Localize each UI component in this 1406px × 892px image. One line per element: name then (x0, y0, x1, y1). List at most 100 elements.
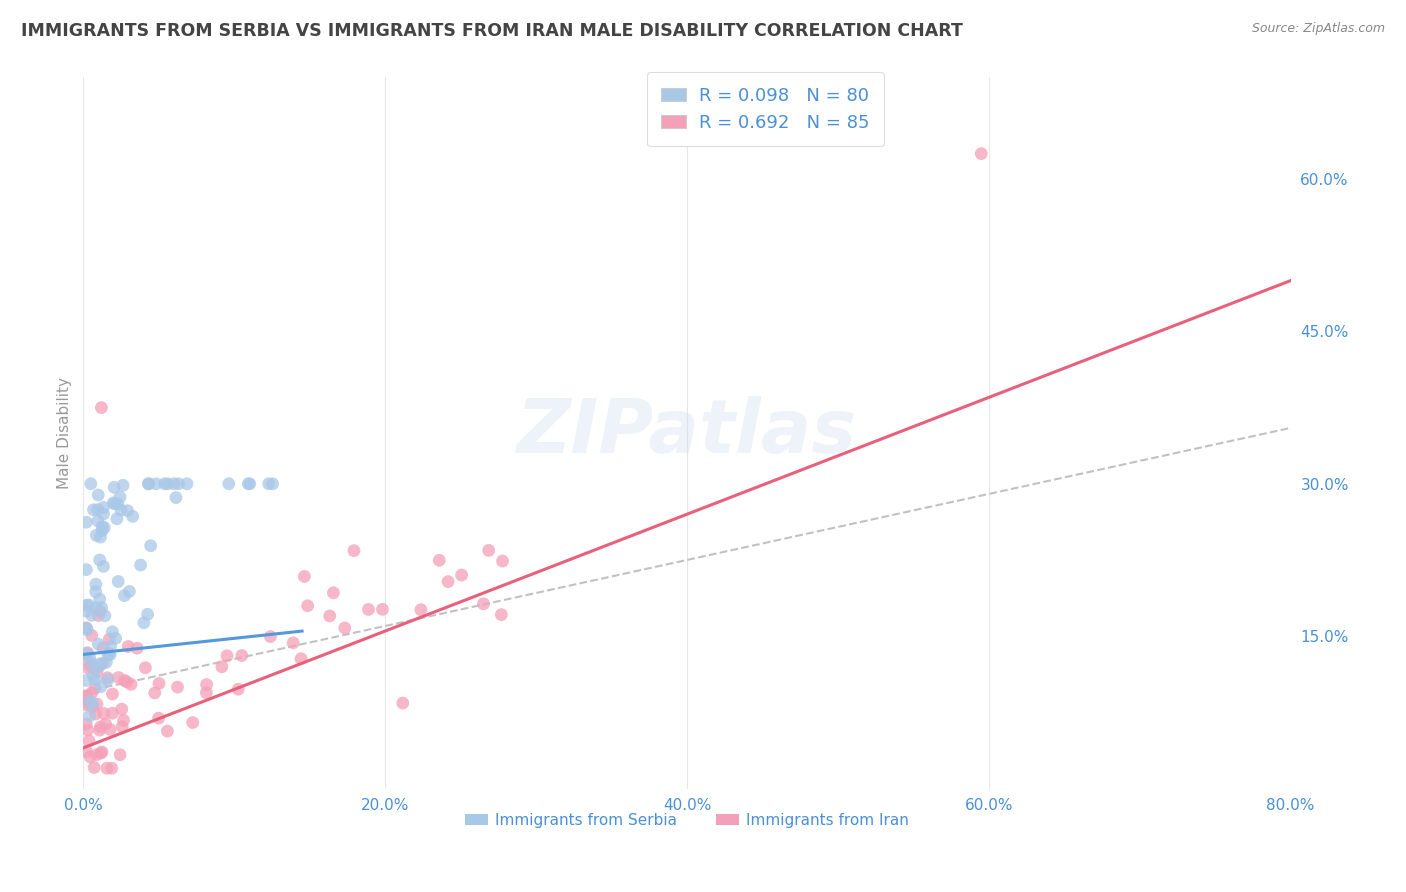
Point (333, 621, 356, 635)
Point (96, 761, 118, 775)
Point (139, 539, 162, 553)
Point (91, 657, 114, 671)
Point (84, 577, 107, 591)
Point (86, 528, 108, 542)
Point (107, 497, 129, 511)
Point (114, 673, 136, 688)
Point (239, 476, 262, 491)
Point (218, 476, 240, 491)
Text: Source: ZipAtlas.com: Source: ZipAtlas.com (1251, 22, 1385, 36)
Point (107, 671, 129, 685)
Point (91, 745, 114, 759)
Point (101, 706, 124, 721)
Point (195, 677, 218, 691)
Point (75, 604, 97, 618)
Point (226, 682, 249, 697)
Point (80, 476, 103, 491)
Point (148, 711, 170, 725)
Point (371, 602, 394, 616)
Point (80, 686, 103, 700)
Point (450, 568, 472, 582)
Point (211, 659, 233, 673)
Point (75, 698, 97, 712)
Point (108, 490, 131, 504)
Point (145, 476, 167, 491)
Point (75, 515, 97, 529)
Point (297, 599, 319, 613)
Point (112, 589, 135, 603)
Point (491, 554, 513, 568)
Point (111, 720, 134, 734)
Point (437, 574, 460, 589)
Point (89, 720, 111, 734)
Point (138, 476, 160, 491)
Point (96, 655, 118, 669)
Point (98, 646, 121, 660)
Point (77, 661, 100, 675)
Point (90, 600, 112, 615)
Point (86, 665, 108, 679)
Point (79, 708, 101, 723)
Legend: Immigrants from Serbia, Immigrants from Iran: Immigrants from Serbia, Immigrants from … (458, 807, 915, 834)
Point (104, 632, 127, 646)
Point (427, 553, 450, 567)
Point (79, 694, 101, 708)
Point (129, 558, 152, 572)
Point (90, 680, 112, 694)
Y-axis label: Male Disability: Male Disability (58, 377, 72, 489)
Point (80, 657, 103, 671)
Point (89, 723, 111, 738)
Point (491, 607, 513, 622)
Point (75, 690, 97, 704)
Point (90, 746, 112, 760)
Point (89, 604, 111, 618)
Point (110, 503, 132, 517)
Point (112, 714, 135, 728)
Point (87, 488, 110, 502)
Point (76, 723, 98, 737)
Point (91, 524, 114, 538)
Point (478, 543, 501, 558)
Point (176, 476, 198, 491)
Point (79, 650, 101, 665)
Point (79, 749, 101, 764)
Point (75, 599, 97, 613)
Point (93, 559, 115, 574)
Point (82, 700, 104, 714)
Point (108, 747, 131, 762)
Point (121, 509, 143, 524)
Point (93, 521, 115, 535)
Point (80, 628, 103, 642)
Point (84, 673, 107, 687)
Point (103, 497, 125, 511)
Point (83, 503, 105, 517)
Point (82, 669, 104, 683)
Point (100, 761, 122, 775)
Point (87, 637, 110, 651)
Point (91, 519, 114, 533)
Point (115, 674, 138, 689)
Point (143, 686, 166, 700)
Point (90, 401, 112, 415)
Point (75, 689, 97, 703)
Point (87, 514, 110, 528)
Point (472, 597, 495, 611)
Point (181, 715, 204, 730)
Point (98, 648, 121, 662)
Point (82, 697, 104, 711)
Point (163, 476, 186, 491)
Point (89, 530, 111, 544)
Point (89, 657, 111, 671)
Point (76, 646, 98, 660)
Point (87, 608, 110, 623)
Point (87, 659, 110, 673)
Point (283, 636, 305, 650)
Point (118, 584, 141, 599)
Point (97, 673, 120, 687)
Point (84, 706, 107, 721)
Point (75, 673, 97, 688)
Point (156, 476, 179, 491)
Point (231, 648, 253, 663)
Point (120, 677, 142, 691)
Point (117, 640, 139, 654)
